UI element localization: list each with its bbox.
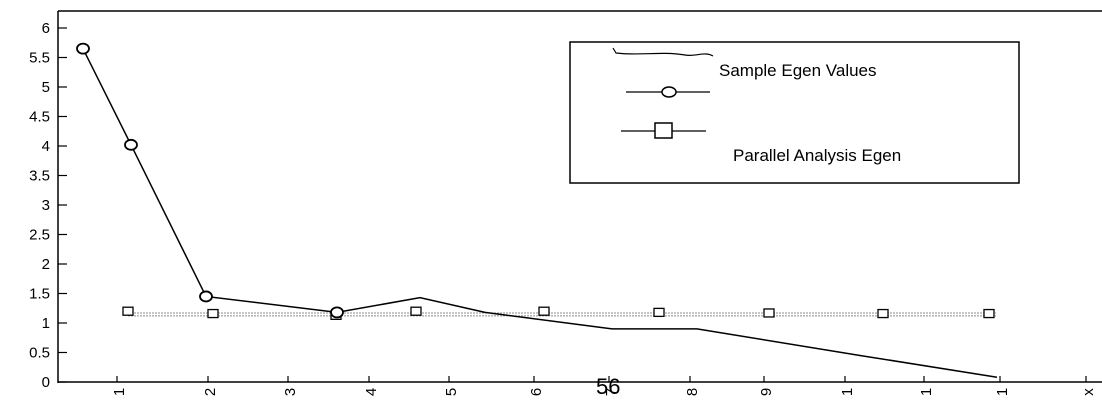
y-tick-label: 3 bbox=[42, 197, 50, 214]
sample-eigen-point bbox=[199, 290, 213, 303]
y-axis-ticks: 0 0.5 1 1.5 2 2.5 3 3.5 4 4.5 5 5.5 6 bbox=[29, 20, 67, 391]
legend-label-parallel: Parallel Analysis Egen bbox=[733, 146, 901, 165]
y-tick-label: 0 bbox=[42, 374, 50, 391]
x-tick-label: 7 bbox=[603, 388, 620, 396]
y-tick-label: 6 bbox=[42, 20, 50, 37]
parallel-point bbox=[983, 308, 995, 319]
x-tick-label: 9 bbox=[758, 388, 775, 396]
parallel-point bbox=[763, 308, 775, 318]
legend-square-marker bbox=[654, 122, 673, 139]
y-tick-label: 4 bbox=[42, 138, 50, 155]
legend-box bbox=[569, 41, 1020, 184]
x-tick-label: 1 bbox=[918, 388, 935, 396]
parallel-point bbox=[122, 306, 134, 316]
parallel-point bbox=[207, 308, 219, 319]
legend-wavy-line bbox=[612, 47, 714, 57]
x-tick-label: x bbox=[1080, 388, 1097, 396]
sample-eigen-point bbox=[124, 138, 138, 151]
y-tick-label: 5.5 bbox=[29, 50, 50, 67]
y-tick-label: 5 bbox=[42, 79, 50, 96]
y-tick-label: 4.5 bbox=[29, 109, 50, 126]
y-tick-label: 1 bbox=[42, 315, 50, 332]
parallel-point bbox=[653, 307, 665, 318]
x-tick-label: 1 bbox=[994, 388, 1011, 396]
y-tick-label: 3.5 bbox=[29, 168, 50, 185]
series-layer bbox=[76, 42, 998, 379]
y-tick-label: 2 bbox=[42, 256, 50, 273]
x-tick-label: 2 bbox=[202, 388, 219, 396]
legend-circle-marker bbox=[661, 86, 677, 98]
legend: Sample Egen Values Parallel Analysis Ege… bbox=[569, 41, 1020, 184]
sample-eigen-point bbox=[76, 42, 90, 55]
parallel-point bbox=[410, 306, 422, 316]
parallel-point bbox=[877, 308, 889, 319]
x-tick-label: 8 bbox=[684, 388, 701, 396]
x-tick-label: 1 bbox=[111, 388, 128, 396]
x-tick-label: 5 bbox=[443, 388, 460, 396]
y-tick-label: 0.5 bbox=[29, 345, 50, 362]
x-tick-label: 1 bbox=[839, 388, 856, 396]
page-number: 56 bbox=[596, 374, 620, 399]
y-tick-label: 2.5 bbox=[29, 227, 50, 244]
x-tick-label: 4 bbox=[363, 388, 380, 396]
legend-label-sample: Sample Egen Values bbox=[719, 61, 877, 80]
sample-eigen-line bbox=[82, 48, 998, 379]
y-tick-label: 1.5 bbox=[29, 286, 50, 303]
x-tick-label: 3 bbox=[282, 388, 299, 396]
parallel-point bbox=[538, 306, 550, 316]
sample-eigen-point bbox=[330, 306, 344, 319]
x-tick-label: 6 bbox=[528, 388, 545, 396]
